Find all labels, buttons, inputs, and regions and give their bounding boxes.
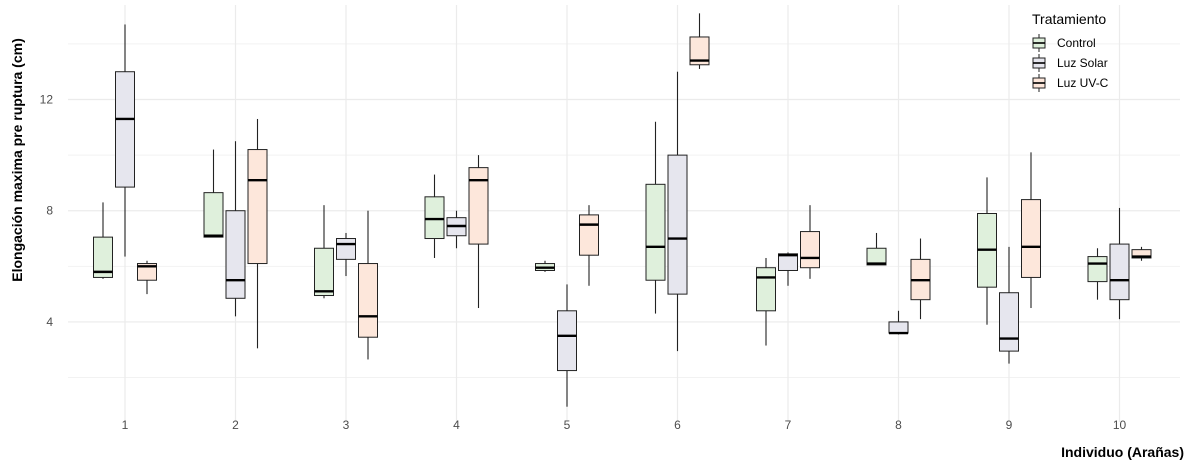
legend: Tratamiento Control Luz Solar Luz UV-C bbox=[1032, 11, 1109, 92]
box-control-3 bbox=[314, 205, 334, 299]
x-tick-label: 1 bbox=[122, 418, 129, 432]
legend-label: Control bbox=[1057, 36, 1096, 50]
box-luz-solar-6 bbox=[667, 71, 688, 352]
box-control-5 bbox=[535, 260, 555, 272]
box-body bbox=[866, 247, 887, 266]
box-luz-uv-c-9 bbox=[1021, 152, 1041, 309]
box-body bbox=[999, 292, 1019, 352]
x-tick-label: 3 bbox=[343, 418, 350, 432]
box-luz-uv-c-3 bbox=[358, 210, 378, 360]
box-luz-solar-8 bbox=[888, 310, 909, 335]
box-body bbox=[247, 149, 268, 265]
box-body bbox=[557, 310, 577, 372]
box-body bbox=[667, 154, 688, 295]
box-body bbox=[468, 167, 489, 245]
box-control-10 bbox=[1087, 248, 1108, 300]
box-body bbox=[800, 231, 820, 269]
x-tick-label: 8 bbox=[895, 418, 902, 432]
x-tick-label: 7 bbox=[785, 418, 792, 432]
box-body bbox=[93, 236, 113, 278]
legend-item-luz-uv-c: Luz UV-C bbox=[1032, 74, 1109, 92]
y-tick-label: 8 bbox=[46, 204, 53, 218]
legend-label: Luz UV-C bbox=[1057, 76, 1109, 90]
legend-item-control: Control bbox=[1032, 34, 1096, 52]
legend-item-luz-solar: Luz Solar bbox=[1032, 54, 1108, 72]
box-body bbox=[424, 196, 445, 240]
x-tick-label: 10 bbox=[1113, 418, 1127, 432]
box-body bbox=[1131, 249, 1152, 259]
box-luz-uv-c-6 bbox=[689, 13, 710, 69]
box-body bbox=[203, 192, 224, 238]
box-luz-uv-c-1 bbox=[137, 260, 157, 295]
box-body bbox=[579, 214, 599, 256]
box-luz-uv-c-10 bbox=[1131, 246, 1152, 261]
x-tick-label: 4 bbox=[453, 418, 460, 432]
box-luz-uv-c-7 bbox=[800, 205, 820, 279]
box-body bbox=[1087, 256, 1108, 283]
box-control-1 bbox=[93, 202, 113, 279]
box-body bbox=[314, 247, 334, 297]
y-tick-label: 4 bbox=[46, 315, 53, 329]
box-control-6 bbox=[645, 121, 666, 314]
box-control-4 bbox=[424, 174, 445, 258]
box-body bbox=[137, 263, 157, 281]
box-luz-solar-5 bbox=[557, 284, 577, 407]
box-luz-uv-c-2 bbox=[247, 118, 268, 349]
box-luz-solar-1 bbox=[115, 24, 135, 257]
x-axis-ticks: 1 2 3 4 5 6 7 8 9 10 bbox=[122, 418, 1127, 432]
box-luz-uv-c-4 bbox=[468, 155, 489, 309]
box-body bbox=[115, 71, 135, 188]
x-tick-label: 9 bbox=[1006, 418, 1013, 432]
box-luz-solar-2 bbox=[225, 141, 246, 317]
box-luz-solar-3 bbox=[336, 232, 356, 277]
box-body bbox=[756, 267, 776, 312]
box-body bbox=[225, 210, 246, 299]
x-axis-title: Individuo (Arañas) bbox=[1061, 444, 1184, 460]
box-control-2 bbox=[203, 149, 224, 238]
box-control-7 bbox=[756, 257, 776, 346]
box-body bbox=[358, 263, 378, 338]
box-body bbox=[645, 183, 666, 281]
box-control-8 bbox=[866, 232, 887, 266]
legend-title: Tratamiento bbox=[1032, 11, 1106, 27]
box-luz-solar-9 bbox=[999, 246, 1019, 364]
box-control-9 bbox=[977, 177, 997, 325]
box-body bbox=[336, 238, 356, 260]
box-luz-solar-10 bbox=[1109, 207, 1130, 320]
box-body bbox=[1109, 243, 1130, 301]
box-groups bbox=[93, 13, 1152, 407]
box-body bbox=[888, 321, 909, 334]
x-tick-label: 5 bbox=[564, 418, 571, 432]
x-tick-label: 2 bbox=[232, 418, 239, 432]
box-luz-solar-4 bbox=[446, 210, 467, 249]
y-axis-ticks: 4 8 12 bbox=[40, 93, 54, 329]
y-axis-title: Elongación maxima pre ruptura (cm) bbox=[9, 38, 25, 282]
box-luz-uv-c-5 bbox=[579, 205, 599, 286]
box-body bbox=[689, 36, 710, 66]
box-luz-solar-7 bbox=[778, 252, 798, 286]
box-body bbox=[1021, 199, 1041, 278]
x-tick-label: 6 bbox=[674, 418, 681, 432]
box-body bbox=[778, 253, 798, 271]
box-luz-uv-c-8 bbox=[910, 238, 931, 320]
y-tick-label: 12 bbox=[40, 93, 54, 107]
legend-label: Luz Solar bbox=[1057, 56, 1108, 70]
